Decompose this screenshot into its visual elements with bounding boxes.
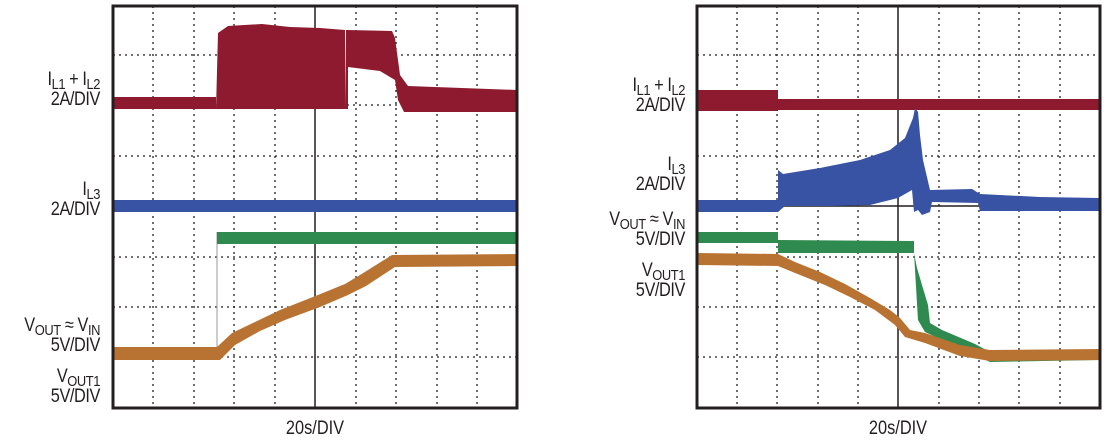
trace-vout1 bbox=[113, 254, 517, 360]
trace-il12 bbox=[697, 90, 1100, 111]
label-vout1: VOUT1 5V/DIV bbox=[635, 260, 686, 301]
label-il3: IL3 2A/DIV bbox=[635, 154, 686, 195]
right-scope-panel: IL1 + IL2 2A/DIV IL3 2A/DIV VOUT ≈ VIN 5… bbox=[580, 0, 1109, 446]
x-axis-label: 20s/DIV bbox=[285, 418, 345, 439]
plot-frame bbox=[111, 4, 519, 410]
label-vout1: VOUT1 5V/DIV bbox=[50, 366, 101, 407]
trace-vout bbox=[697, 232, 1100, 362]
left-scope-plot bbox=[111, 4, 519, 410]
right-scope-plot bbox=[695, 4, 1102, 410]
label-il12: IL1 + IL2 2A/DIV bbox=[632, 75, 685, 116]
left-scope-panel: IL1 + IL2 2A/DIV IL3 2A/DIV VOUT ≈ VIN 5… bbox=[0, 0, 540, 446]
x-axis-label: 20s/DIV bbox=[868, 418, 928, 439]
trace-il12 bbox=[113, 24, 517, 112]
label-il3: IL3 2A/DIV bbox=[50, 179, 101, 220]
plot-frame bbox=[695, 4, 1102, 410]
label-il12: IL1 + IL2 2A/DIV bbox=[47, 69, 100, 110]
trace-il3 bbox=[697, 108, 1100, 215]
trace-il3 bbox=[113, 200, 517, 212]
trace-vout1 bbox=[697, 253, 1100, 361]
label-vout: VOUT ≈ VIN 5V/DIV bbox=[609, 209, 685, 250]
label-vout: VOUT ≈ VIN 5V/DIV bbox=[24, 315, 100, 356]
